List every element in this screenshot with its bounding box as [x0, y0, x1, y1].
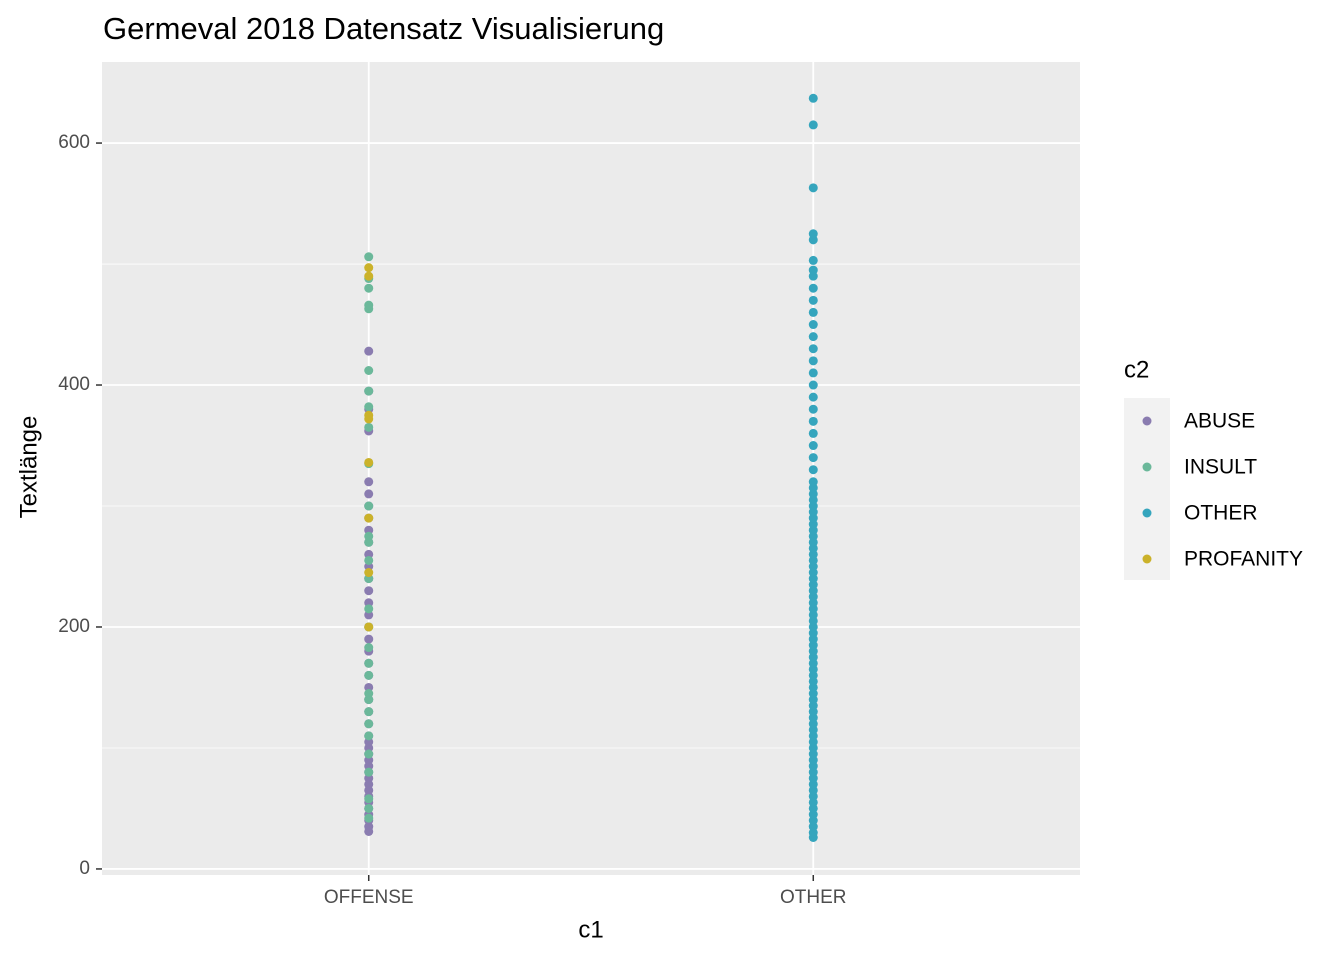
data-point: [364, 689, 374, 699]
y-tick-label: 400: [58, 374, 90, 395]
data-point: [364, 707, 374, 717]
data-point: [808, 477, 818, 487]
data-point: [808, 441, 818, 451]
data-point: [808, 356, 818, 366]
data-point: [364, 555, 374, 565]
data-point: [808, 120, 818, 130]
data-point: [364, 263, 374, 273]
legend-key: [1142, 508, 1152, 518]
x-tick-label: OTHER: [780, 887, 847, 908]
data-point: [364, 719, 374, 729]
y-axis-label: Textlänge: [15, 416, 42, 519]
data-point: [364, 586, 374, 596]
data-point: [364, 300, 374, 310]
y-tick-label: 200: [58, 616, 90, 637]
y-tick-label: 0: [79, 858, 90, 879]
data-point: [364, 489, 374, 499]
data-point: [808, 320, 818, 330]
legend-title: c2: [1124, 356, 1149, 383]
data-point: [364, 422, 374, 432]
data-point: [808, 404, 818, 414]
data-point: [808, 265, 818, 275]
data-point: [808, 465, 818, 475]
data-point: [364, 283, 374, 293]
legend-key-background: [1124, 398, 1170, 580]
data-point: [364, 366, 374, 376]
data-point: [364, 604, 374, 614]
data-point: [808, 183, 818, 193]
data-point: [364, 622, 374, 632]
data-point: [808, 93, 818, 103]
legend-label: PROFANITY: [1184, 548, 1303, 571]
legend-label: INSULT: [1184, 456, 1257, 479]
data-point: [808, 453, 818, 463]
data-point: [364, 271, 374, 281]
legend-key: [1142, 554, 1152, 564]
data-point: [364, 670, 374, 680]
data-point: [364, 531, 374, 541]
chart-title: Germeval 2018 Datensatz Visualisierung: [103, 11, 664, 46]
legend-key: [1142, 462, 1152, 472]
data-point: [364, 803, 374, 813]
data-point: [364, 501, 374, 511]
data-point: [808, 283, 818, 293]
legend-label: ABUSE: [1184, 410, 1255, 433]
data-point: [364, 252, 374, 262]
data-point: [364, 402, 374, 412]
data-point: [808, 428, 818, 438]
panel-background: [102, 62, 1080, 875]
data-point: [364, 813, 374, 823]
data-point: [364, 457, 374, 467]
data-point: [808, 380, 818, 390]
data-point: [364, 643, 374, 653]
legend-key: [1142, 416, 1152, 426]
data-point: [364, 749, 374, 759]
y-tick-label: 600: [58, 132, 90, 153]
data-point: [364, 346, 374, 356]
data-point: [364, 634, 374, 644]
data-point: [364, 731, 374, 741]
data-point: [808, 307, 818, 317]
legend-label: OTHER: [1184, 502, 1258, 525]
data-point: [808, 295, 818, 305]
data-point: [808, 332, 818, 342]
data-point: [808, 255, 818, 265]
data-point: [808, 368, 818, 378]
data-point: [364, 568, 374, 578]
data-point: [808, 392, 818, 402]
x-axis-label: c1: [578, 916, 603, 943]
data-point: [808, 416, 818, 426]
data-point: [364, 386, 374, 396]
data-point: [808, 344, 818, 354]
data-point: [364, 767, 374, 777]
data-point: [364, 658, 374, 668]
data-point: [364, 794, 374, 804]
data-point: [364, 513, 374, 523]
data-point: [808, 229, 818, 239]
data-point: [364, 410, 374, 420]
x-tick-label: OFFENSE: [324, 887, 414, 908]
data-point: [364, 477, 374, 487]
